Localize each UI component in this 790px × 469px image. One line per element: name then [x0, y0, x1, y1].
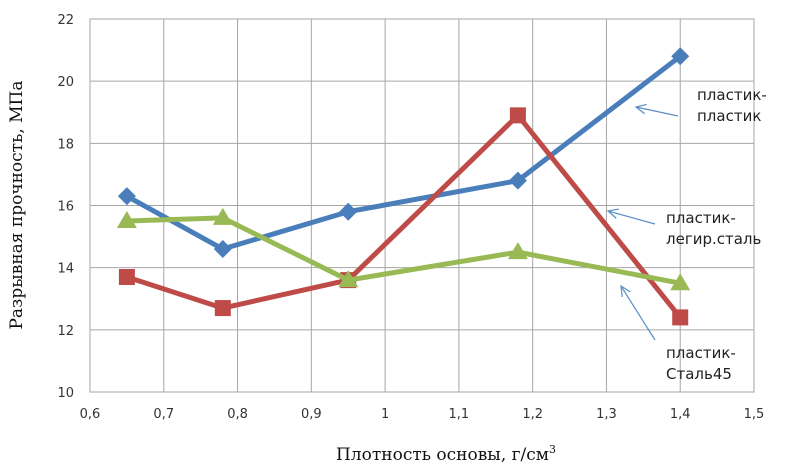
x-tick-label: 0,7 — [153, 407, 174, 422]
data-point-square — [118, 268, 135, 285]
x-tick-label: 0,6 — [80, 407, 101, 422]
y-tick-label: 16 — [57, 200, 74, 215]
data-point-triangle — [338, 270, 359, 288]
x-tick-label: 1 — [381, 407, 389, 422]
plot-area-border — [89, 18, 755, 393]
x-tick-label: 1,5 — [744, 407, 765, 422]
data-point-triangle — [507, 242, 528, 260]
annotation-arrow — [620, 285, 656, 341]
series-lines — [116, 47, 691, 326]
annotation-label-line: пластик- — [666, 209, 736, 227]
data-point-diamond — [671, 47, 690, 66]
x-tick-label: 0,8 — [227, 407, 248, 422]
x-tick-label: 1,2 — [522, 407, 543, 422]
y-tick-label: 12 — [57, 324, 74, 339]
annotation-arrowhead — [634, 103, 647, 115]
y-tick-label: 10 — [57, 386, 74, 401]
x-tick-labels: 0,6 0,7 0,8 0,9 1 1,1 1,2 1,3 1,4 1,5 — [80, 407, 765, 422]
y-tick-label: 18 — [57, 137, 74, 152]
data-point-square — [672, 309, 689, 326]
x-axis-title: Плотность основы, г/см3 — [336, 443, 556, 465]
data-point-diamond — [508, 171, 527, 190]
x-axis-title-text: Плотность основы, г/см — [336, 445, 549, 465]
data-point-diamond — [117, 187, 136, 206]
x-tick-label: 1,4 — [670, 407, 691, 422]
data-point-square — [214, 300, 231, 317]
annotation-label-line: Сталь45 — [666, 365, 732, 383]
annotation-arrow — [607, 210, 656, 225]
data-point-diamond — [339, 202, 358, 221]
x-tick-label: 1,1 — [449, 407, 470, 422]
data-point-square — [509, 107, 526, 124]
annotation-label-line: пластик- — [697, 86, 767, 104]
y-tick-label: 14 — [57, 262, 74, 277]
annotation-label-line: пластик- — [666, 344, 736, 362]
y-tick-label: 22 — [57, 13, 74, 28]
y-axis-title: Разрывная прочность, МПа — [7, 80, 27, 329]
x-tick-label: 1,3 — [596, 407, 617, 422]
data-point-diamond — [213, 240, 232, 259]
data-point-triangle — [116, 211, 137, 229]
annotation-label-line: легир.сталь — [666, 230, 761, 248]
annotation-label-line: пластик — [697, 107, 761, 125]
y-tick-label: 20 — [57, 75, 74, 90]
data-point-triangle — [670, 273, 691, 291]
y-tick-labels: 10 12 14 16 18 20 22 — [57, 13, 74, 401]
x-tick-label: 0,9 — [301, 407, 322, 422]
data-point-triangle — [212, 207, 233, 225]
x-axis-title-superscript: 3 — [549, 443, 556, 456]
annotation-arrowhead — [620, 284, 631, 297]
annotation-arrowhead — [606, 208, 619, 219]
annotation-arrow — [635, 106, 679, 117]
annotations: пластик-пластик пластик-легир.сталь пласти… — [606, 86, 767, 383]
